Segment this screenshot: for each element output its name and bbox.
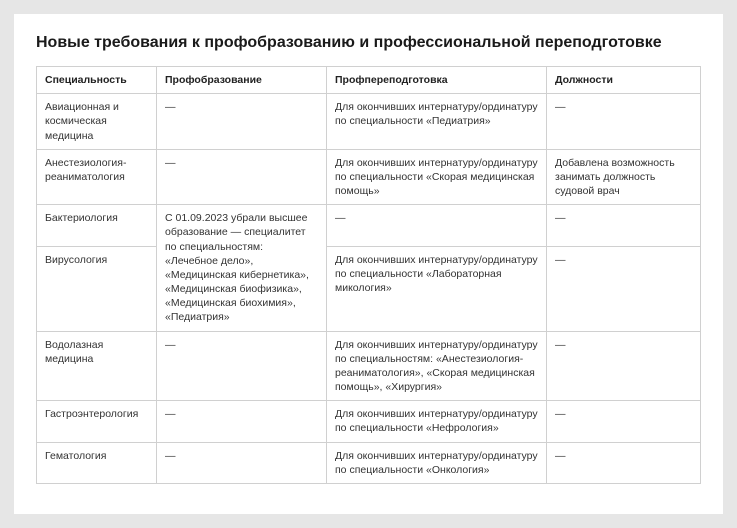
cell-education-merged: С 01.09.2023 убрали высшее образование —… — [157, 205, 327, 331]
table-row: Вирусология Для окончивших интернатуру/о… — [37, 246, 701, 331]
cell-education: — — [157, 94, 327, 150]
cell-specialty: Водолазная медицина — [37, 331, 157, 401]
cell-retraining: — — [327, 205, 547, 247]
cell-positions: — — [547, 205, 701, 247]
requirements-table: Специальность Профобразование Профперепо… — [36, 66, 701, 484]
cell-retraining: Для окончивших интернатуру/ординатуру по… — [327, 331, 547, 401]
cell-retraining: Для окончивших интернатуру/ординатуру по… — [327, 401, 547, 442]
cell-education: — — [157, 331, 327, 401]
table-row: Гематология — Для окончивших интернатуру… — [37, 442, 701, 483]
table-row: Водолазная медицина — Для окончивших инт… — [37, 331, 701, 401]
table-row: Авиационная и космическая медицина — Для… — [37, 94, 701, 150]
cell-retraining: Для окончивших интернатуру/ординатуру по… — [327, 246, 547, 331]
cell-positions: — — [547, 94, 701, 150]
cell-specialty: Анестезиология-реаниматология — [37, 149, 157, 205]
col-positions: Должности — [547, 67, 701, 94]
cell-education: — — [157, 149, 327, 205]
cell-positions: Добавлена возможность занимать должность… — [547, 149, 701, 205]
table-row: Гастроэнтерология — Для окончивших интер… — [37, 401, 701, 442]
cell-specialty: Вирусология — [37, 246, 157, 331]
col-education: Профобразование — [157, 67, 327, 94]
col-specialty: Специальность — [37, 67, 157, 94]
col-retraining: Профпереподготовка — [327, 67, 547, 94]
cell-positions: — — [547, 331, 701, 401]
document-sheet: Новые требования к профобразованию и про… — [14, 14, 723, 514]
cell-positions: — — [547, 442, 701, 483]
cell-retraining: Для окончивших интернатуру/ординатуру по… — [327, 442, 547, 483]
table-row: Бактериология С 01.09.2023 убрали высшее… — [37, 205, 701, 247]
cell-specialty: Гематология — [37, 442, 157, 483]
cell-education: — — [157, 442, 327, 483]
cell-positions: — — [547, 246, 701, 331]
cell-specialty: Авиационная и космическая медицина — [37, 94, 157, 150]
cell-retraining: Для окончивших интернатуру/ординатуру по… — [327, 94, 547, 150]
cell-specialty: Гастроэнтерология — [37, 401, 157, 442]
table-row: Анестезиология-реаниматология — Для окон… — [37, 149, 701, 205]
table-header-row: Специальность Профобразование Профперепо… — [37, 67, 701, 94]
cell-retraining: Для окончивших интернатуру/ординатуру по… — [327, 149, 547, 205]
cell-education: — — [157, 401, 327, 442]
cell-specialty: Бактериология — [37, 205, 157, 247]
page-wrapper: Новые требования к профобразованию и про… — [0, 0, 737, 528]
page-title: Новые требования к профобразованию и про… — [36, 34, 701, 52]
cell-positions: — — [547, 401, 701, 442]
